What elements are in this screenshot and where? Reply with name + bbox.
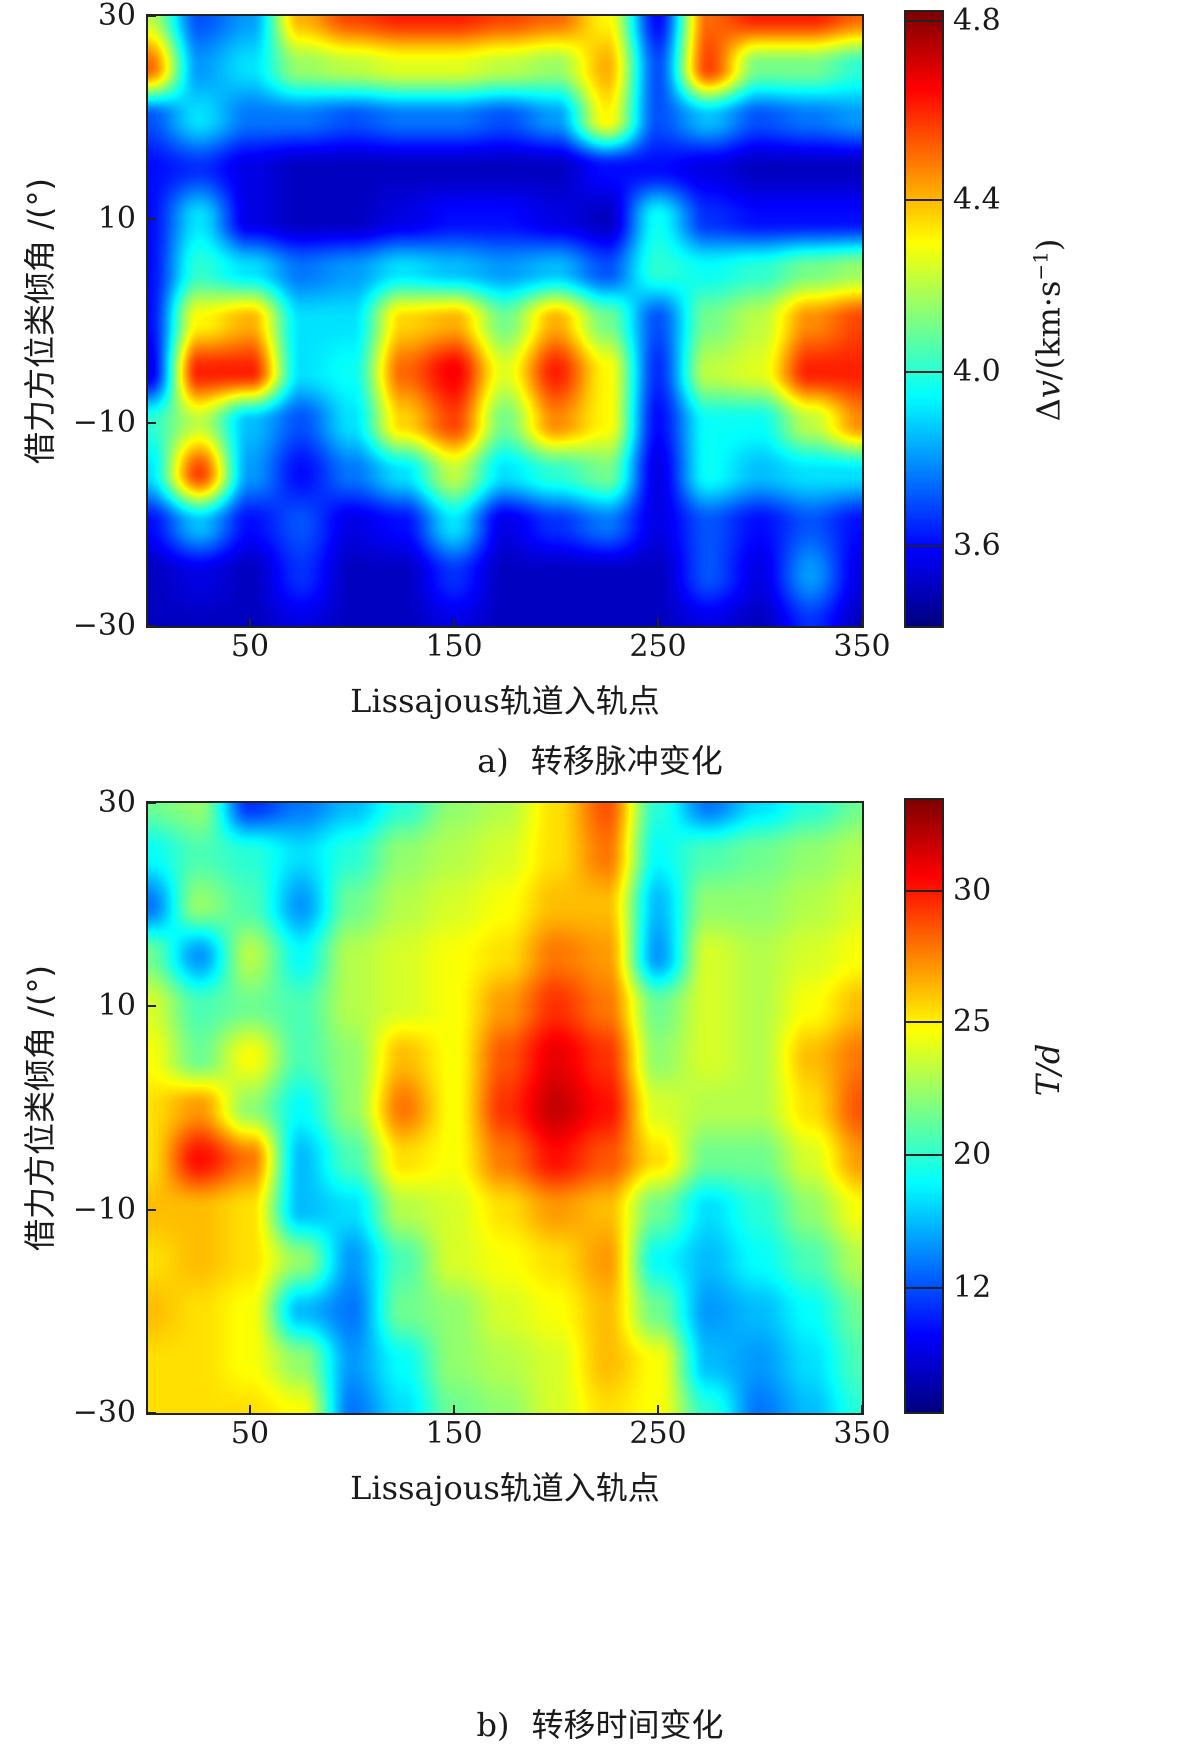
y-tick-label-a-3: −30	[72, 608, 136, 643]
x-tick-mark-b-2	[657, 1405, 659, 1413]
colorbar-title-b: T/d	[1029, 1043, 1067, 1097]
panel-caption-b: b) 转移时间变化	[0, 1700, 1200, 1746]
x-tick-mark-a-0	[249, 618, 251, 626]
colorbar-tick-label-a-3: 3.6	[953, 528, 1001, 564]
colorbar-gradient-b	[906, 800, 942, 1412]
colorbar-tick-label-b-2: 20	[953, 1136, 992, 1172]
x-tick-mark-a-1	[453, 618, 455, 626]
colorbar-tick-mark-a-3	[906, 545, 942, 548]
colorbar-tick-mark-b-3	[906, 1287, 942, 1290]
x-tick-mark-b-0	[249, 1405, 251, 1413]
colorbar-tick-label-b-3: 12	[953, 1270, 992, 1306]
y-tick-mark-a-2	[148, 421, 156, 424]
colorbar-a	[904, 10, 944, 628]
y-tick-mark-a-3	[148, 625, 156, 627]
x-tick-label-a-2: 250	[629, 629, 687, 664]
x-tick-label-a-0: 50	[230, 629, 270, 664]
heatmap-plot-a	[146, 14, 864, 628]
x-axis-label-b: Lissajous轨道入轨点	[350, 1469, 660, 1507]
colorbar-tick-label-b-1: 25	[953, 1003, 992, 1039]
x-tick-label-a-3: 350	[833, 629, 891, 664]
colorbar-tick-label-a-0: 4.8	[953, 2, 1001, 38]
colorbar-tick-mark-b-1	[906, 1020, 942, 1023]
colorbar-tick-mark-b-0	[906, 889, 942, 892]
x-tick-mark-a-3	[861, 618, 863, 626]
colorbar-title-a: Δv/(km·s−1)	[1028, 238, 1068, 422]
colorbar-tick-mark-a-0	[906, 19, 942, 22]
x-tick-label-b-2: 250	[629, 1416, 687, 1451]
heatmap-plot-b	[146, 801, 864, 1415]
y-tick-mark-b-1	[148, 1005, 156, 1008]
heatmap-field-a	[148, 16, 862, 626]
x-tick-mark-b-3	[861, 1405, 863, 1413]
y-tick-mark-a-1	[148, 218, 156, 221]
y-tick-mark-b-0	[148, 802, 156, 804]
y-tick-label-b-1: 10	[97, 988, 136, 1024]
panel-caption-text-a: 转移脉冲变化	[530, 742, 723, 780]
panel-letter-b: b)	[476, 1706, 510, 1744]
colorbar-tick-label-a-1: 4.4	[953, 182, 1001, 218]
y-tick-label-b-3: −30	[72, 1395, 136, 1430]
y-tick-mark-b-3	[148, 1412, 156, 1414]
y-tick-label-a-1: 10	[97, 201, 136, 237]
heatmap-field-b	[148, 803, 862, 1413]
colorbar-gradient-a	[906, 12, 942, 626]
panel-caption-a: a) 转移脉冲变化	[0, 736, 1200, 782]
y-tick-label-b-0: 30	[97, 785, 136, 820]
y-tick-mark-a-0	[148, 15, 156, 17]
y-tick-label-a-2: −10	[72, 404, 136, 440]
y-tick-mark-b-2	[148, 1208, 156, 1211]
x-tick-label-b-1: 150	[425, 1416, 483, 1451]
x-tick-mark-a-2	[657, 618, 659, 626]
x-tick-mark-b-1	[453, 1405, 455, 1413]
y-tick-label-a-0: 30	[97, 0, 136, 33]
x-tick-label-b-0: 50	[230, 1416, 270, 1451]
colorbar-tick-label-a-2: 4.0	[953, 354, 1001, 390]
colorbar-tick-mark-a-1	[906, 199, 942, 202]
panel-caption-text-b: 转移时间变化	[531, 1706, 724, 1744]
x-tick-label-a-1: 150	[425, 629, 483, 664]
x-tick-label-b-3: 350	[833, 1416, 891, 1451]
colorbar-tick-mark-a-2	[906, 371, 942, 374]
y-tick-label-b-2: −10	[72, 1191, 136, 1227]
colorbar-b	[904, 798, 944, 1414]
panel-letter-a: a)	[477, 742, 509, 780]
x-axis-label-a: Lissajous轨道入轨点	[350, 682, 660, 720]
colorbar-tick-label-b-0: 30	[953, 872, 992, 908]
colorbar-tick-mark-b-2	[906, 1153, 942, 1156]
